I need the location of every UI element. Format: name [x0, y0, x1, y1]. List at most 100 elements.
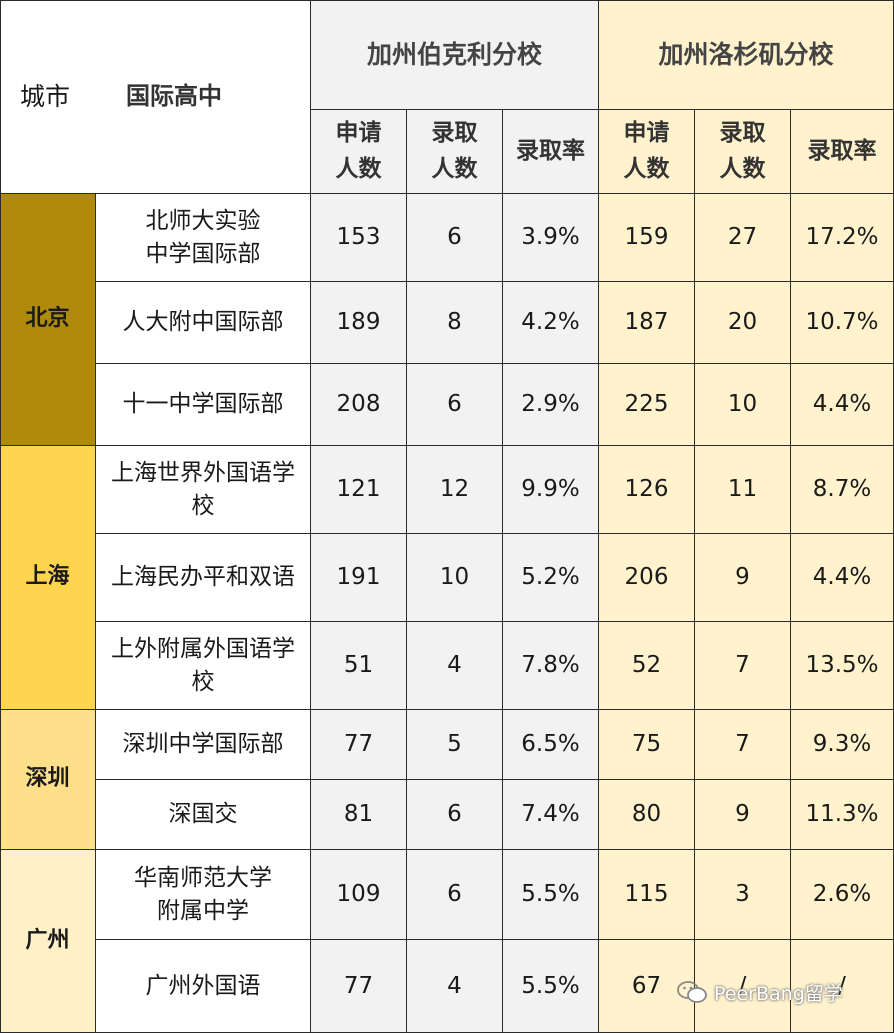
value-l-admit-text: 7 [735, 731, 750, 758]
watermark-text: PeerBang留学 [714, 982, 843, 1005]
value-l-apply: 225 [599, 364, 695, 446]
header-sub-3-text: 申请 人数 [623, 119, 670, 182]
watermark: PeerBang留学 [676, 972, 843, 1012]
value-l-admit-text: 9 [735, 801, 750, 828]
school-name: 上海世界外国语学 校 [96, 446, 311, 534]
value-l-admit: 11 [695, 446, 791, 534]
value-l-rate-text: 10.7% [805, 309, 879, 336]
value-b-apply: 109 [311, 850, 407, 940]
value-b-apply-text: 77 [343, 972, 374, 999]
school-name-text: 深圳中学国际部 [122, 731, 284, 758]
wechat-icon [677, 981, 707, 1003]
value-b-admit-text: 8 [447, 309, 462, 336]
value-l-admit: 7 [695, 622, 791, 710]
value-l-admit-text: 20 [727, 309, 758, 336]
value-l-apply: 67 [599, 940, 695, 1033]
value-l-rate-text: 4.4% [812, 564, 872, 591]
school-name-text: 深国交 [168, 801, 238, 828]
header-sub-3: 申请 人数 [599, 110, 695, 194]
value-b-rate-text: 2.9% [521, 391, 580, 418]
header-sub-4-text: 录取 人数 [719, 119, 766, 182]
value-l-apply: 115 [599, 850, 695, 940]
school-name: 上海民办平和双语 [96, 534, 311, 622]
header-sub-0: 申请 人数 [311, 110, 407, 194]
city-cell-text: 上海 [25, 564, 70, 590]
value-b-apply-text: 109 [336, 881, 381, 908]
header-ucla-text: 加州洛杉矶分校 [658, 40, 834, 69]
value-l-apply-text: 225 [624, 391, 669, 418]
school-name: 上外附属外国语学 校 [96, 622, 311, 710]
value-b-rate-text: 7.4% [521, 801, 580, 828]
value-l-apply-text: 67 [631, 972, 662, 999]
school-name-text: 人大附中国际部 [122, 309, 284, 336]
value-l-rate: 4.4% [791, 534, 894, 622]
value-b-rate-text: 5.5% [521, 972, 580, 999]
value-b-admit: 5 [407, 710, 503, 780]
value-l-admit: / [695, 940, 791, 1033]
value-b-rate: 5.5% [503, 850, 599, 940]
value-b-rate: 3.9% [503, 194, 599, 282]
value-b-rate: 9.9% [503, 446, 599, 534]
value-b-rate-text: 3.9% [521, 224, 580, 251]
value-l-apply-text: 80 [631, 801, 662, 828]
value-b-apply-text: 189 [336, 309, 381, 336]
value-b-admit-text: 6 [447, 391, 462, 418]
value-l-apply-text: 115 [624, 881, 669, 908]
school-name: 十一中学国际部 [96, 364, 311, 446]
value-b-apply: 121 [311, 446, 407, 534]
header-sub-2: 录取率 [503, 110, 599, 194]
value-l-rate: 10.7% [791, 282, 894, 364]
value-l-admit-text: 3 [735, 881, 750, 908]
value-b-apply: 77 [311, 710, 407, 780]
header-sub-5: 录取率 [791, 110, 894, 194]
school-name: 北师大实验 中学国际部 [96, 194, 311, 282]
value-l-admit: 27 [695, 194, 791, 282]
value-l-apply: 187 [599, 282, 695, 364]
city-cell-text: 北京 [25, 306, 70, 332]
value-l-rate-text: 4.4% [812, 391, 872, 418]
value-b-apply: 153 [311, 194, 407, 282]
value-b-admit-text: 6 [447, 224, 462, 251]
value-b-rate-text: 5.2% [521, 564, 580, 591]
value-l-apply-text: 126 [624, 476, 669, 503]
value-l-rate-text: 9.3% [812, 731, 872, 758]
value-l-admit-text: 7 [735, 652, 750, 679]
value-b-apply: 208 [311, 364, 407, 446]
school-name-text: 北师大实验 中学国际部 [145, 208, 261, 267]
value-b-apply-text: 191 [336, 564, 381, 591]
value-l-rate-text: 17.2% [805, 224, 879, 251]
city-cell: 广州 [0, 850, 96, 1033]
value-b-rate: 2.9% [503, 364, 599, 446]
header-berkeley-text: 加州伯克利分校 [366, 40, 542, 69]
value-b-rate-text: 4.2% [521, 309, 580, 336]
value-b-admit-text: 4 [447, 652, 462, 679]
value-b-admit: 4 [407, 940, 503, 1033]
value-l-rate-text: 11.3% [805, 801, 879, 828]
value-l-apply-text: 187 [624, 309, 669, 336]
value-b-apply-text: 121 [336, 476, 381, 503]
value-l-admit-text: 10 [727, 391, 758, 418]
value-b-rate-text: 5.5% [521, 881, 580, 908]
value-b-admit: 6 [407, 850, 503, 940]
value-l-rate: / [791, 940, 894, 1033]
school-name: 华南师范大学 附属中学 [96, 850, 311, 940]
value-b-apply-text: 153 [336, 224, 381, 251]
header-city-school-text: 城市 [20, 82, 71, 111]
value-b-rate: 5.2% [503, 534, 599, 622]
value-b-admit: 8 [407, 282, 503, 364]
city-cell-text: 广州 [25, 927, 70, 953]
value-l-admit: 10 [695, 364, 791, 446]
school-name: 深圳中学国际部 [96, 710, 311, 780]
value-b-rate: 7.4% [503, 780, 599, 850]
header-sub-4: 录取 人数 [695, 110, 791, 194]
value-l-rate-text: 2.6% [812, 881, 872, 908]
value-l-rate: 13.5% [791, 622, 894, 710]
city-cell-text: 深圳 [25, 766, 70, 792]
value-l-admit: 20 [695, 282, 791, 364]
school-name: 广州外国语 [96, 940, 311, 1033]
value-l-rate: 11.3% [791, 780, 894, 850]
value-l-admit: 9 [695, 534, 791, 622]
value-b-admit: 6 [407, 780, 503, 850]
school-name-text: 华南师范大学 附属中学 [134, 865, 272, 924]
value-l-rate: 2.6% [791, 850, 894, 940]
